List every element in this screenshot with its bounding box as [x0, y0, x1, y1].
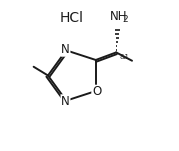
Text: 2: 2: [123, 15, 128, 24]
Text: O: O: [92, 85, 101, 98]
Text: HCl: HCl: [59, 11, 83, 25]
Text: N: N: [61, 95, 70, 108]
Text: NH: NH: [110, 10, 127, 23]
Text: &1: &1: [120, 54, 129, 60]
Text: N: N: [61, 43, 70, 56]
